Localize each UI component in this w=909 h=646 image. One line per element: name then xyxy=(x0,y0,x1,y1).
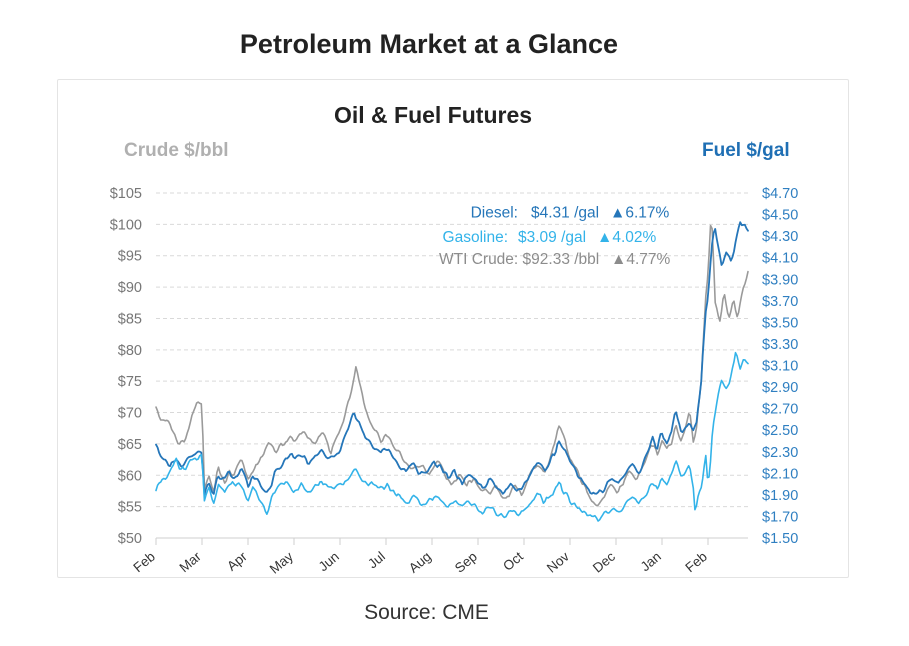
svg-text:Nov: Nov xyxy=(544,549,572,576)
svg-text:$2.70: $2.70 xyxy=(762,402,798,418)
svg-text:WTI Crude: $92.33 /bbl: WTI Crude: $92.33 /bbl xyxy=(439,251,599,268)
svg-text:Oct: Oct xyxy=(500,549,526,574)
svg-text:$65: $65 xyxy=(118,437,142,453)
svg-text:$70: $70 xyxy=(118,406,142,422)
svg-text:$105: $105 xyxy=(110,186,142,202)
svg-text:$90: $90 xyxy=(118,280,142,296)
svg-text:May: May xyxy=(267,549,296,577)
svg-text:$1.90: $1.90 xyxy=(762,488,798,504)
svg-text:$4.50: $4.50 xyxy=(762,208,798,224)
svg-text:Gasoline:: Gasoline: xyxy=(443,229,508,246)
svg-text:$95: $95 xyxy=(118,249,142,265)
svg-text:▲6.17%: ▲6.17% xyxy=(610,205,670,222)
svg-text:Dec: Dec xyxy=(590,549,618,576)
svg-text:$2.90: $2.90 xyxy=(762,380,798,396)
svg-text:$3.50: $3.50 xyxy=(762,315,798,331)
svg-text:Sep: Sep xyxy=(452,549,480,576)
svg-text:Aug: Aug xyxy=(406,549,434,576)
svg-text:$3.30: $3.30 xyxy=(762,337,798,353)
svg-text:$3.70: $3.70 xyxy=(762,294,798,310)
svg-text:$3.09 /gal: $3.09 /gal xyxy=(518,229,586,246)
svg-text:▲4.77%: ▲4.77% xyxy=(611,251,671,268)
svg-text:$4.70: $4.70 xyxy=(762,186,798,202)
svg-text:Mar: Mar xyxy=(176,548,204,575)
svg-text:Feb: Feb xyxy=(682,549,709,575)
svg-text:$80: $80 xyxy=(118,343,142,359)
svg-text:$2.50: $2.50 xyxy=(762,423,798,439)
svg-text:$3.10: $3.10 xyxy=(762,359,798,375)
svg-text:$4.31 /gal: $4.31 /gal xyxy=(531,205,599,222)
svg-text:$1.50: $1.50 xyxy=(762,531,798,547)
svg-text:$3.90: $3.90 xyxy=(762,272,798,288)
svg-text:$75: $75 xyxy=(118,374,142,390)
svg-text:$2.10: $2.10 xyxy=(762,466,798,482)
svg-text:$60: $60 xyxy=(118,468,142,484)
svg-text:$85: $85 xyxy=(118,311,142,327)
svg-text:$1.70: $1.70 xyxy=(762,509,798,525)
svg-text:Feb: Feb xyxy=(130,549,157,575)
svg-text:Jun: Jun xyxy=(316,549,342,574)
svg-text:$4.10: $4.10 xyxy=(762,251,798,267)
svg-text:Jan: Jan xyxy=(638,549,664,574)
svg-text:▲4.02%: ▲4.02% xyxy=(597,229,657,246)
svg-text:Jul: Jul xyxy=(365,549,388,572)
svg-text:$4.30: $4.30 xyxy=(762,229,798,245)
svg-text:$55: $55 xyxy=(118,500,142,516)
svg-text:$50: $50 xyxy=(118,531,142,547)
svg-text:$2.30: $2.30 xyxy=(762,445,798,461)
svg-text:Diesel:: Diesel: xyxy=(471,205,518,222)
svg-text:Apr: Apr xyxy=(224,548,250,573)
svg-text:$100: $100 xyxy=(110,217,142,233)
